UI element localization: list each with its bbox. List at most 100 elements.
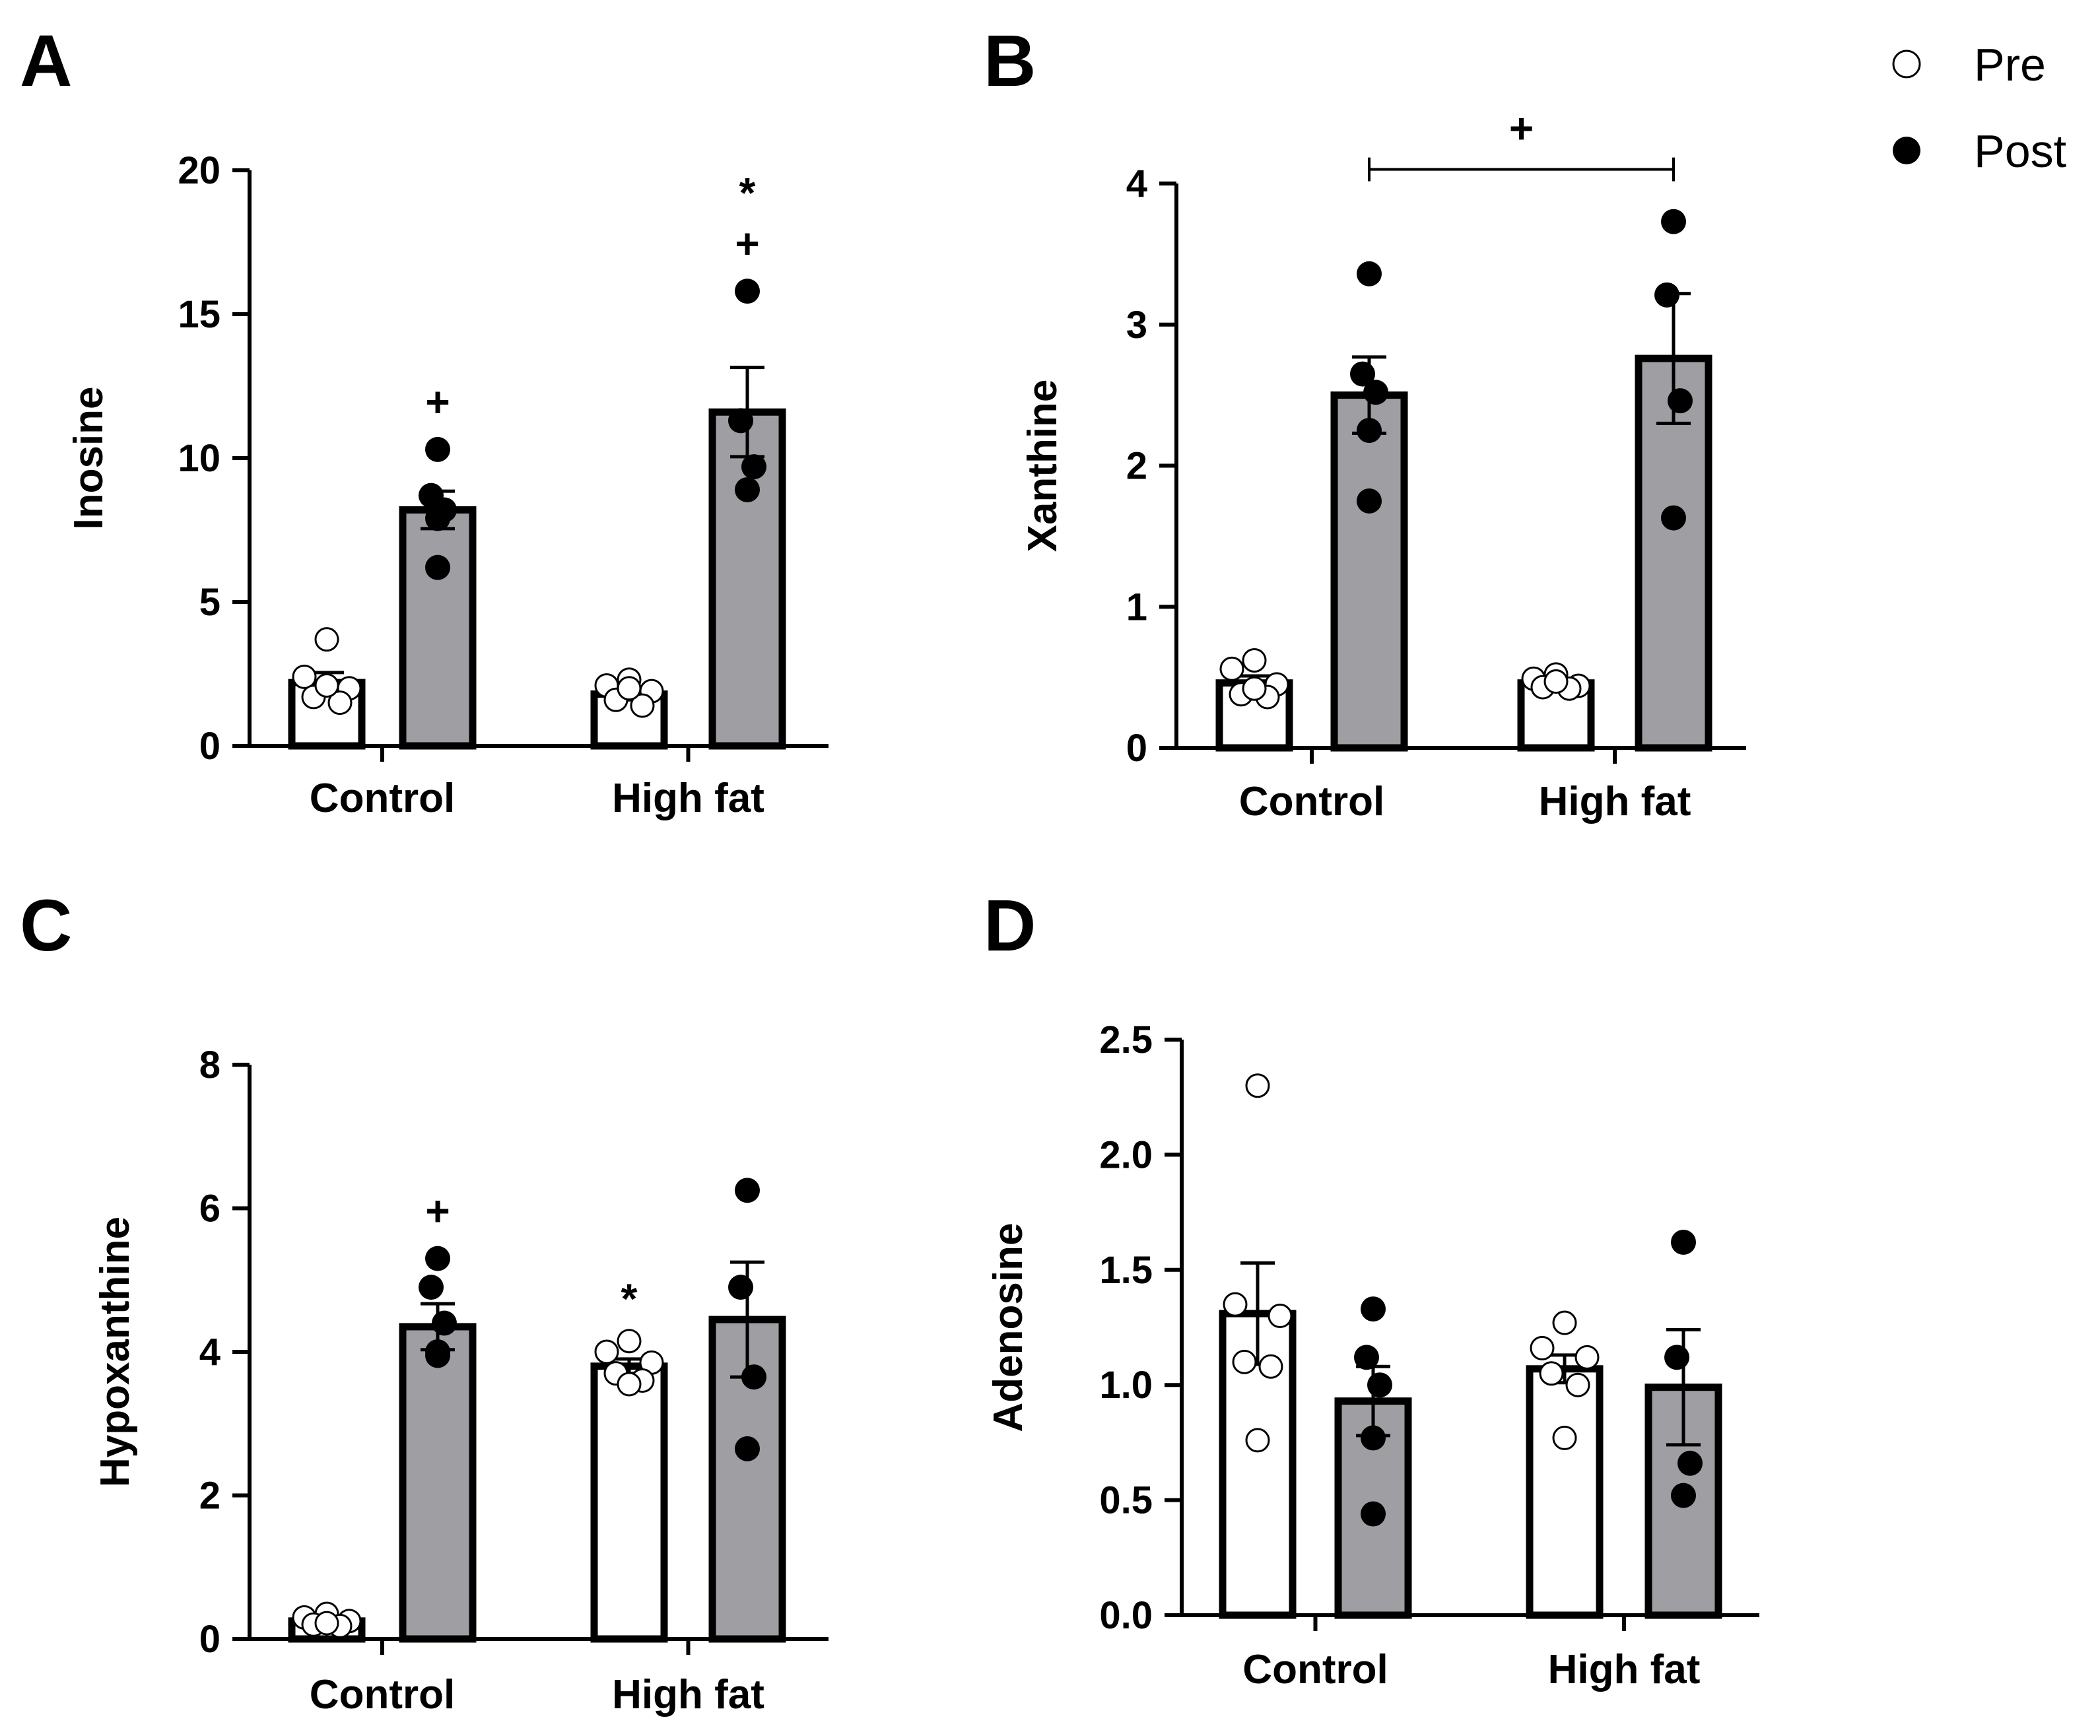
- y-tick-label: 1.0: [1099, 1364, 1153, 1407]
- data-point-post: [1357, 418, 1382, 444]
- significance-star: *: [739, 169, 756, 217]
- y-tick-label: 5: [199, 581, 220, 624]
- y-tick-label: 1: [1126, 585, 1147, 628]
- data-point-post: [741, 454, 766, 480]
- y-tick-label: 0.0: [1099, 1594, 1153, 1637]
- data-point-pre: [327, 690, 353, 716]
- y-tick-label: 4: [1126, 162, 1147, 205]
- y-tick-label: 0: [199, 1618, 220, 1661]
- data-point-post: [735, 1178, 760, 1203]
- legend-pre-label: Pre: [1974, 39, 2046, 90]
- bar-post-control: [399, 1323, 477, 1643]
- data-point-post: [425, 506, 450, 531]
- y-tick-label: 4: [199, 1331, 220, 1374]
- data-point-post: [1367, 1372, 1392, 1398]
- data-point-pre: [1543, 669, 1569, 694]
- data-point-pre: [1268, 1304, 1293, 1329]
- data-point-post: [425, 436, 450, 462]
- data-point-post: [1677, 1450, 1703, 1476]
- legend-pre-marker: [1892, 50, 1921, 79]
- data-point-post: [735, 279, 760, 304]
- x-tick-label: Control: [1239, 779, 1384, 824]
- y-axis-title: Adenosine: [986, 1223, 1031, 1432]
- y-tick-label: 8: [199, 1044, 220, 1086]
- data-point-pre: [1552, 1310, 1577, 1335]
- y-tick-label: 3: [1126, 304, 1147, 347]
- bar-post-control: [1330, 391, 1408, 752]
- data-point-pre: [594, 1339, 619, 1364]
- data-point-pre: [617, 1372, 642, 1397]
- panel-letter-b: B: [984, 20, 1036, 102]
- data-point-pre: [1242, 648, 1267, 673]
- y-tick-label: 20: [178, 149, 220, 192]
- y-tick-label: 0: [1126, 727, 1147, 770]
- y-tick-label: 1.5: [1099, 1249, 1153, 1292]
- data-point-pre: [1219, 656, 1244, 681]
- y-axis-title: Inosine: [66, 386, 112, 529]
- data-point-post: [1668, 388, 1693, 414]
- data-point-pre: [1530, 1335, 1555, 1360]
- panel-c: C Hypoxanthine 0 2 4 6 8 Control High fat + *: [20, 885, 829, 1718]
- data-point-post: [735, 477, 760, 502]
- y-tick-label: 2.0: [1099, 1133, 1153, 1176]
- data-point-pre: [314, 673, 339, 698]
- legend-post-label: Post: [1974, 125, 2066, 177]
- data-point-post: [1350, 361, 1375, 387]
- data-point-pre: [314, 627, 339, 652]
- data-point-post: [1354, 1345, 1379, 1370]
- x-tick-label: High fat: [1548, 1647, 1701, 1692]
- data-point-pre: [630, 693, 655, 718]
- data-point-pre: [1245, 1428, 1270, 1453]
- significance-plus: +: [425, 378, 450, 426]
- y-tick-label: 2.5: [1099, 1018, 1153, 1061]
- significance-star: *: [621, 1275, 638, 1323]
- x-tick-label: Control: [1242, 1647, 1388, 1692]
- panel-letter-d: D: [984, 885, 1036, 966]
- data-point-post: [1671, 1229, 1696, 1255]
- x-tick-label: High fat: [1539, 779, 1691, 824]
- bar-pre-high-fat: [1526, 1365, 1604, 1619]
- data-point-pre: [617, 676, 642, 701]
- panel-b: B Xanthine 0 1 2 3 4 Control High fat +: [984, 20, 1746, 824]
- data-point-post: [1361, 1296, 1386, 1322]
- x-tick-label: Control: [310, 776, 455, 821]
- data-point-post: [735, 1436, 760, 1461]
- data-point-post: [1664, 1345, 1689, 1370]
- data-point-post: [432, 1310, 457, 1336]
- data-point-pre: [292, 664, 317, 689]
- data-point-pre: [1245, 1073, 1270, 1098]
- panel-letter-c: C: [20, 885, 72, 966]
- x-tick-label: High fat: [612, 776, 764, 821]
- y-axis-title: Hypoxanthine: [92, 1217, 138, 1487]
- significance-plus: +: [1509, 105, 1534, 152]
- legend: Pre Post: [1892, 39, 2066, 177]
- data-point-post: [425, 554, 450, 580]
- bar-post-control: [399, 506, 477, 750]
- data-point-pre: [617, 1329, 642, 1354]
- data-point-post: [425, 1246, 450, 1271]
- data-point-post: [1661, 505, 1686, 531]
- y-tick-label: 15: [178, 293, 220, 336]
- data-point-post: [1671, 1483, 1696, 1508]
- data-point-pre: [314, 1611, 339, 1636]
- bar-pre-high-fat: [590, 1362, 668, 1643]
- data-point-pre: [1539, 1361, 1564, 1386]
- panel-letter-a: A: [20, 20, 72, 102]
- significance-plus: +: [735, 220, 759, 267]
- data-point-pre: [1575, 1345, 1600, 1370]
- data-point-post: [1654, 282, 1679, 308]
- y-axis-title: Xanthine: [1020, 380, 1066, 552]
- data-point-post: [1361, 1425, 1386, 1451]
- legend-post-marker: [1893, 137, 1920, 164]
- data-point-pre: [1223, 1292, 1248, 1317]
- y-tick-label: 2: [199, 1475, 220, 1518]
- data-point-pre: [1258, 1354, 1283, 1379]
- significance-plus: +: [425, 1187, 450, 1235]
- y-tick-label: 10: [178, 437, 220, 480]
- data-point-post: [1363, 380, 1388, 405]
- y-tick-label: 0.5: [1099, 1479, 1153, 1522]
- data-point-pre: [1552, 1425, 1577, 1450]
- data-point-pre: [1565, 1372, 1590, 1397]
